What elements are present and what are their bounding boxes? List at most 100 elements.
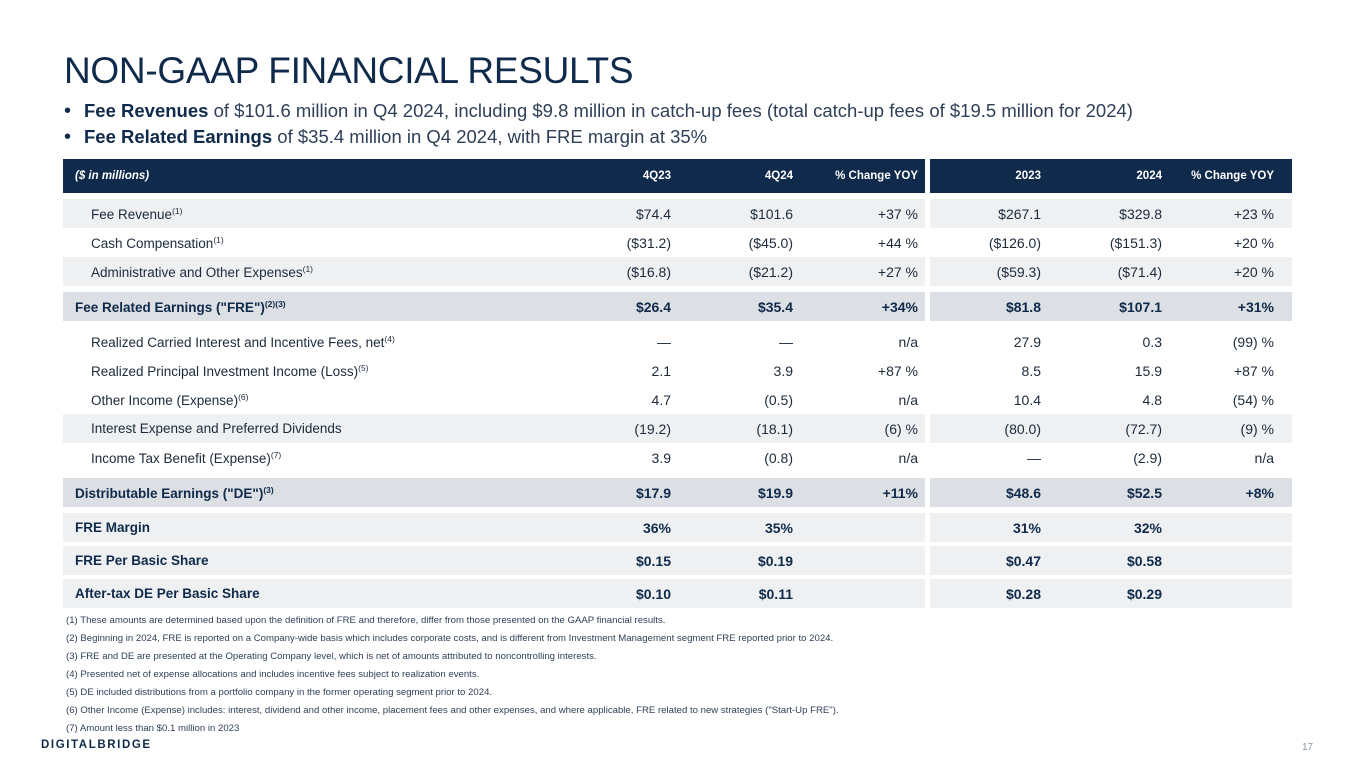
cell-value: +27 %: [877, 263, 918, 280]
cell-value: (80.0): [1004, 420, 1041, 437]
cell-value: $107.1: [1119, 298, 1162, 315]
cell-value: +44 %: [877, 234, 918, 251]
row-label: Income Tax Benefit (Expense)(7): [63, 450, 560, 466]
row-label-text: Fee Related Earnings ("FRE"): [75, 299, 265, 315]
cell-value: (72.7): [1125, 420, 1162, 437]
cell-value: 15.9: [1134, 362, 1162, 379]
table-row: Realized Principal Investment Income (Lo…: [63, 356, 1292, 385]
cell-value: $0.58: [1126, 552, 1162, 569]
header-quarterly: ($ in millions) 4Q23 4Q24 % Change YOY: [63, 159, 925, 193]
cell-value: (19.2): [634, 420, 671, 437]
cell-value: 35%: [764, 519, 793, 536]
cell-value: ($71.4): [1117, 263, 1162, 280]
cell-value: 3.9: [773, 362, 793, 379]
row-label: FRE Margin: [63, 520, 560, 535]
cell-value: (9) %: [1240, 420, 1274, 437]
cell-value: —: [779, 333, 793, 350]
cell-value: +11%: [882, 484, 918, 501]
row-label-text: FRE Margin: [75, 520, 151, 535]
unit-label: ($ in millions): [75, 170, 150, 182]
row-label: Other Income (Expense)(6): [63, 392, 560, 408]
table-row: Cash Compensation(1) ($31.2) ($45.0) +44 % (…: [63, 228, 1292, 257]
cell-value: ($59.3): [996, 263, 1041, 280]
col-header-4q24: 4Q24: [764, 170, 793, 182]
table-row: Income Tax Benefit (Expense)(7) 3.9 (0.8) n…: [63, 443, 1292, 472]
cell-value: ($21.2): [748, 263, 793, 280]
row-label: After-tax DE Per Basic Share: [63, 586, 560, 601]
table-row: After-tax DE Per Basic Share $0.10 $0.11 $0…: [63, 579, 1292, 608]
page-title: NON-GAAP FINANCIAL RESULTS: [64, 50, 634, 91]
cell-value: —: [1027, 449, 1041, 466]
table-body: Fee Revenue(1) $74.4 $101.6 +37 % $267.1 $329…: [63, 199, 1292, 608]
row-label: Distributable Earnings ("DE")(3): [63, 485, 560, 501]
cell-value: $35.4: [757, 298, 793, 315]
cell-value: (0.8): [764, 449, 793, 466]
cell-value: 4.8: [1142, 391, 1162, 408]
footnote-ref: (1): [213, 234, 224, 245]
footnote-ref: (1): [302, 263, 313, 274]
table-row: Fee Revenue(1) $74.4 $101.6 +37 % $267.1 $329…: [63, 199, 1292, 228]
footnote: (3) FRE and DE are presented at the Oper…: [66, 651, 597, 662]
footnote-ref: (4): [384, 333, 395, 344]
cell-value: $0.11: [758, 585, 793, 602]
cell-value: 2.1: [651, 362, 671, 379]
row-label-text: Other Income (Expense): [91, 392, 239, 408]
footnote-ref: (1): [172, 205, 183, 216]
cell-value: ($31.2): [626, 234, 671, 251]
footnote: (2) Beginning in 2024, FRE is reported o…: [66, 633, 834, 644]
cell-value: $329.8: [1119, 205, 1162, 222]
footnote: (7) Amount less than $0.1 million in 202…: [66, 723, 240, 734]
financial-table: ($ in millions) 4Q23 4Q24 % Change YOY 2…: [63, 159, 1292, 608]
cell-value: $52.5: [1126, 484, 1162, 501]
cell-value: ($126.0): [988, 234, 1041, 251]
cell-value: (18.1): [756, 420, 793, 437]
row-label: Interest Expense and Preferred Dividends: [63, 421, 560, 436]
table-row: Administrative and Other Expenses(1) ($16…: [63, 257, 1292, 286]
cell-value: +31%: [1237, 298, 1274, 315]
cell-value: 10.4: [1013, 391, 1041, 408]
row-label-text: FRE Per Basic Share: [75, 553, 209, 568]
cell-value: +87 %: [877, 362, 918, 379]
cell-value: $267.1: [998, 205, 1041, 222]
cell-value: (0.5): [764, 391, 793, 408]
col-header-change-quarterly: % Change YOY: [835, 170, 918, 182]
header-annual: 2023 2024 % Change YOY: [930, 159, 1292, 193]
cell-value: (6) %: [884, 420, 918, 437]
table-row: Other Income (Expense)(6) 4.7 (0.5) n/a 10.4…: [63, 385, 1292, 414]
table-row: Fee Related Earnings ("FRE")(2)(3) $26.4 $…: [63, 292, 1292, 321]
cell-value: $0.19: [757, 552, 793, 569]
row-label: Fee Revenue(1): [63, 206, 560, 222]
bullet-highlight: Fee Revenues: [84, 100, 209, 121]
row-label-text: After-tax DE Per Basic Share: [75, 586, 260, 601]
cell-value: —: [657, 333, 671, 350]
cell-value: $101.6: [750, 205, 793, 222]
col-header-2023: 2023: [1015, 170, 1041, 182]
cell-value: n/a: [898, 391, 918, 408]
row-label: Realized Principal Investment Income (Lo…: [63, 363, 560, 379]
bullet-fre: Fee Related Earnings of $35.4 million in…: [64, 124, 1133, 150]
cell-value: 36%: [642, 519, 671, 536]
cell-value: ($16.8): [626, 263, 671, 280]
cell-value: 3.9: [651, 449, 671, 466]
table-row: FRE Margin 36% 35% 31% 32%: [63, 513, 1292, 542]
cell-value: n/a: [898, 333, 918, 350]
cell-value: $0.10: [635, 585, 671, 602]
page-number: 17: [1302, 742, 1314, 753]
cell-value: $0.47: [1005, 552, 1041, 569]
footnote-ref: (2)(3): [264, 298, 286, 309]
cell-value: +20 %: [1233, 234, 1274, 251]
col-header-2024: 2024: [1136, 170, 1162, 182]
bullet-highlight: Fee Related Earnings: [84, 126, 273, 147]
cell-value: $0.29: [1126, 585, 1162, 602]
footnote: (1) These amounts are determined based u…: [66, 615, 666, 626]
cell-value: (99) %: [1232, 333, 1274, 350]
cell-value: $17.9: [635, 484, 671, 501]
row-label-text: Interest Expense and Preferred Dividends: [91, 421, 342, 436]
cell-value: $0.28: [1005, 585, 1041, 602]
bullet-text: of $35.4 million in Q4 2024, with FRE ma…: [272, 126, 708, 147]
table-row: Realized Carried Interest and Incentive …: [63, 327, 1292, 356]
cell-value: ($45.0): [748, 234, 793, 251]
footnotes: (1) These amounts are determined based u…: [66, 612, 839, 738]
footnote: (6) Other Income (Expense) includes: int…: [66, 705, 839, 716]
cell-value: +34%: [881, 298, 918, 315]
